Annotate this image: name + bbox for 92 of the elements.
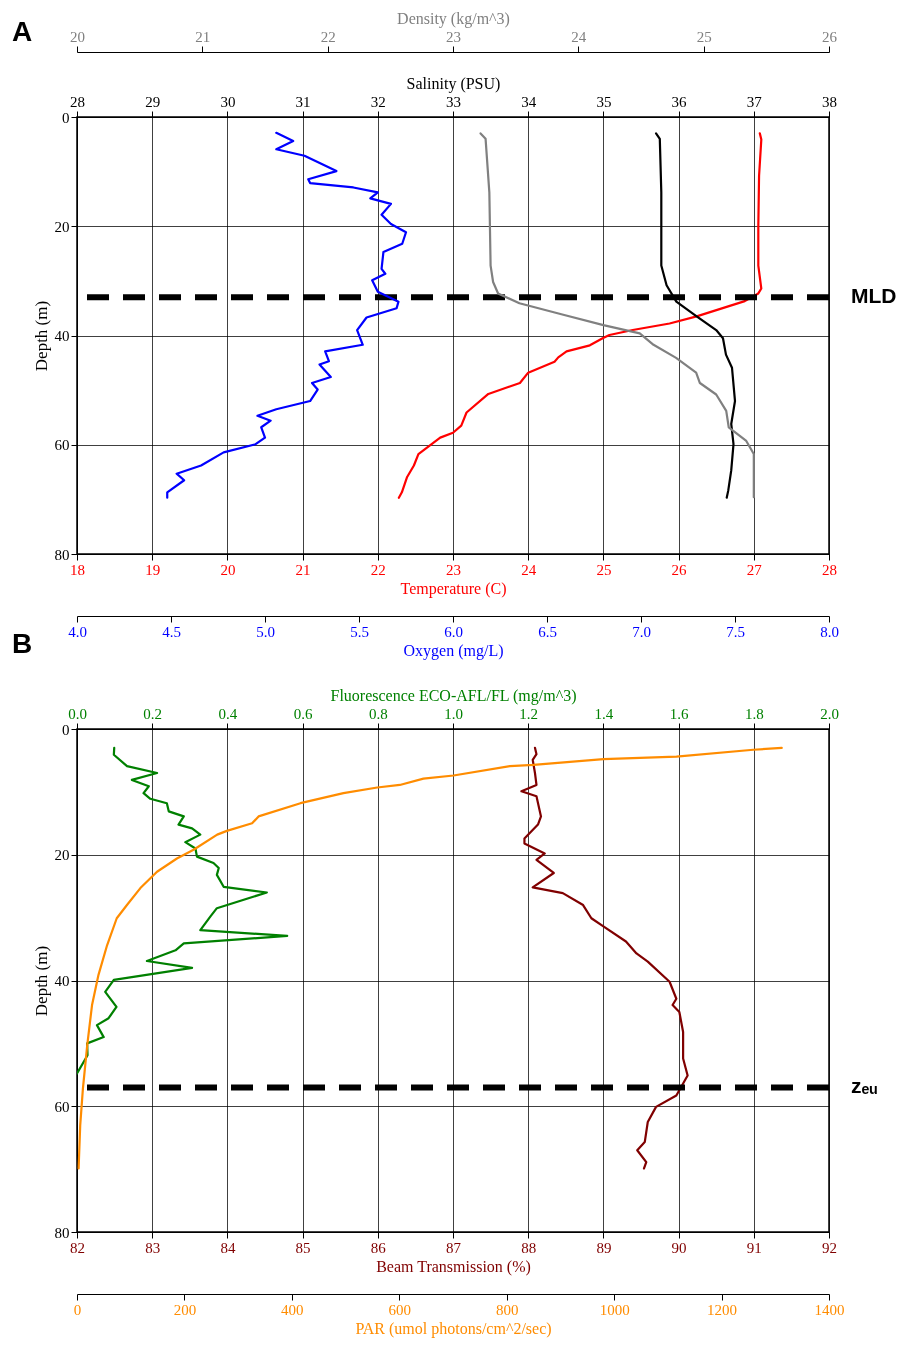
x2-tick-label: 26 bbox=[822, 28, 838, 45]
x2-tick-label: 35 bbox=[596, 93, 612, 110]
x-tick-label: 1200 bbox=[707, 1301, 738, 1318]
x-tick-label: 5.5 bbox=[350, 623, 369, 640]
x2-tick-label: 23 bbox=[446, 28, 461, 45]
ref-line-label: zₑᵤ bbox=[851, 1074, 878, 1098]
x-tick-label: 200 bbox=[173, 1301, 197, 1318]
x-tick-label: 92 bbox=[822, 1239, 837, 1256]
x-tick-label: 1000 bbox=[599, 1301, 630, 1318]
x-tick-label: 23 bbox=[446, 561, 461, 578]
x-tick-label: 87 bbox=[446, 1239, 462, 1256]
x-axis-title: PAR (umol photons/cm^2/sec) bbox=[355, 1319, 552, 1338]
x-tick-label: 22 bbox=[370, 561, 386, 578]
line-series bbox=[520, 746, 689, 1170]
x2-axis-title: Density (kg/m^3) bbox=[397, 9, 510, 28]
x2-tick-label: 25 bbox=[696, 28, 712, 45]
x-tick-label: 0 bbox=[73, 1301, 82, 1318]
x-tick-label: 26 bbox=[671, 561, 688, 578]
x2-tick-label: 1.6 bbox=[669, 705, 689, 722]
x-tick-label: 91 bbox=[746, 1239, 762, 1256]
x2-tick-label: 2.0 bbox=[820, 705, 839, 722]
x2-tick-label: 1.2 bbox=[519, 705, 539, 722]
x2-tick-label: 38 bbox=[822, 93, 837, 110]
x-tick-label: 27 bbox=[746, 561, 763, 578]
x-tick-label: 28 bbox=[822, 561, 837, 578]
x2-axis-title: Fluorescence ECO-AFL/FL (mg/m^3) bbox=[330, 686, 577, 705]
x-tick-label: 6.0 bbox=[444, 623, 463, 640]
x-tick-label: 5.0 bbox=[256, 623, 275, 640]
x2-tick-label: 21 bbox=[195, 28, 211, 45]
x2-tick-label: 0.4 bbox=[218, 705, 238, 722]
x-tick-label: 19 bbox=[145, 561, 161, 578]
x2-tick-label: 37 bbox=[746, 93, 763, 110]
x-axis-title: Beam Transmission (%) bbox=[376, 1257, 531, 1276]
x2-tick-label: 1.8 bbox=[744, 705, 764, 722]
x2-tick-label: 1.4 bbox=[594, 705, 614, 722]
x-tick-label: 25 bbox=[596, 561, 612, 578]
y-tick-label: 0 bbox=[62, 109, 70, 126]
y-tick-label: 0 bbox=[62, 721, 70, 738]
y-tick-label: 80 bbox=[54, 546, 70, 563]
y-tick-label: 60 bbox=[54, 437, 70, 454]
x-tick-label: 8.0 bbox=[820, 623, 839, 640]
x-tick-label: 1400 bbox=[814, 1301, 845, 1318]
x-tick-label: 18 bbox=[70, 561, 85, 578]
line-series bbox=[397, 132, 763, 499]
x2-tick-label: 30 bbox=[220, 93, 236, 110]
y-tick-label: 40 bbox=[54, 973, 70, 989]
x-tick-label: 21 bbox=[295, 561, 311, 578]
x-tick-label: 4.5 bbox=[162, 623, 181, 640]
x-tick-label: 86 bbox=[370, 1239, 387, 1256]
y-tick-label: 60 bbox=[54, 1098, 70, 1115]
x-tick-label: 20 bbox=[220, 561, 236, 578]
x-tick-label: 89 bbox=[596, 1239, 612, 1256]
x2-tick-label: 24 bbox=[571, 28, 587, 45]
x2-tick-label: 32 bbox=[370, 93, 386, 110]
chart-title: A bbox=[12, 16, 33, 47]
x-tick-label: 88 bbox=[521, 1239, 537, 1256]
x-tick-label: 800 bbox=[495, 1301, 519, 1318]
x-tick-label: 7.5 bbox=[726, 623, 745, 640]
x-tick-label: 85 bbox=[295, 1239, 311, 1256]
y-tick-label: 20 bbox=[54, 218, 70, 235]
x2-tick-label: 0.0 bbox=[68, 705, 87, 722]
x-tick-label: 600 bbox=[388, 1301, 412, 1318]
ref-line-label: MLD bbox=[851, 284, 897, 308]
x2-tick-label: 0.2 bbox=[143, 705, 163, 722]
x-tick-label: 82 bbox=[70, 1239, 85, 1256]
chart-title: B bbox=[12, 628, 33, 659]
x2-tick-label: 28 bbox=[70, 93, 85, 110]
x-tick-label: 7.0 bbox=[632, 623, 651, 640]
y-axis-title: Depth (m) bbox=[31, 300, 51, 372]
x2-tick-label: 1.0 bbox=[444, 705, 463, 722]
x2-tick-label: 0.6 bbox=[293, 705, 313, 722]
x-axis-title: Temperature (C) bbox=[400, 579, 507, 598]
x-tick-label: 6.5 bbox=[538, 623, 557, 640]
x-tick-label: 400 bbox=[281, 1301, 304, 1318]
x2-tick-label: 29 bbox=[145, 93, 161, 110]
y-tick-label: 40 bbox=[54, 328, 70, 344]
x2-axis-title: Salinity (PSU) bbox=[406, 74, 501, 93]
x-tick-label: 24 bbox=[521, 561, 537, 578]
x2-tick-label: 31 bbox=[295, 93, 311, 110]
x-tick-label: 84 bbox=[220, 1239, 236, 1256]
x2-tick-label: 33 bbox=[446, 93, 461, 110]
x-tick-label: 83 bbox=[145, 1239, 161, 1256]
x2-tick-label: 0.8 bbox=[368, 705, 388, 722]
y-axis-title: Depth (m) bbox=[31, 945, 51, 1017]
x2-tick-label: 22 bbox=[320, 28, 336, 45]
y-tick-label: 20 bbox=[54, 847, 70, 864]
x-axis-title: Oxygen (mg/L) bbox=[403, 641, 504, 660]
x-tick-label: 90 bbox=[671, 1239, 687, 1256]
x-tick-label: 4.0 bbox=[68, 623, 87, 640]
x2-tick-label: 36 bbox=[671, 93, 688, 110]
y-tick-label: 80 bbox=[54, 1224, 70, 1241]
x2-tick-label: 34 bbox=[521, 93, 537, 110]
